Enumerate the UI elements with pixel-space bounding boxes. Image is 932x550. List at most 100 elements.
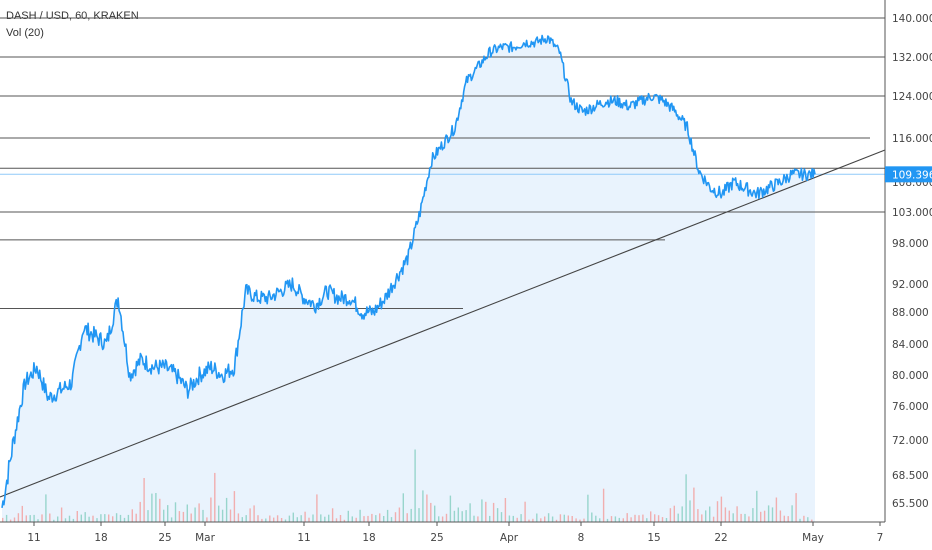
volume-bar <box>398 507 401 522</box>
volume-bar <box>68 515 71 522</box>
volume-bar <box>167 505 169 522</box>
volume-bar <box>280 518 283 522</box>
volume-bar <box>803 515 805 522</box>
volume-bar <box>276 515 279 522</box>
volume-bar <box>650 511 652 522</box>
volume-bar <box>547 513 550 522</box>
volume-bar <box>414 449 416 522</box>
volume-bar <box>198 503 200 522</box>
volume-bar <box>178 511 181 522</box>
volume-bar <box>418 508 420 522</box>
volume-bar <box>646 518 648 522</box>
volume-bar <box>563 514 565 522</box>
y-tick-label: 84.000 <box>892 339 929 351</box>
y-tick-label: 132.000 <box>892 52 932 64</box>
price-area <box>2 35 815 522</box>
volume-bar <box>665 518 668 522</box>
y-tick-label: 116.000 <box>892 133 932 145</box>
volume-bar <box>386 509 389 522</box>
volume-bar <box>783 515 785 522</box>
volume-bar <box>516 517 518 522</box>
volume-bar <box>155 493 157 522</box>
volume-bar <box>241 517 243 522</box>
chart-legend: DASH / USD, 60, KRAKEN Vol (20) <box>6 8 139 42</box>
volume-bar <box>512 515 514 522</box>
volume-bar <box>383 516 385 522</box>
volume-bar <box>135 513 137 522</box>
volume-bar <box>654 514 656 522</box>
volume-bar <box>174 502 177 522</box>
volume-bar <box>606 518 609 522</box>
volume-bar <box>84 512 86 522</box>
volume-bar <box>5 514 8 522</box>
x-tick-label: 7 <box>877 532 884 544</box>
volume-bar <box>681 506 683 522</box>
volume-bar <box>92 515 94 522</box>
volume-bar <box>602 488 605 522</box>
volume-bar <box>477 516 479 522</box>
volume-bar <box>540 518 542 522</box>
volume-bar <box>292 512 294 522</box>
volume-bar <box>343 519 346 522</box>
volume-bar <box>76 511 78 522</box>
volume-bar <box>469 503 471 522</box>
y-tick-label: 98.000 <box>892 238 929 250</box>
volume-bar <box>591 512 593 522</box>
volume-bar <box>630 517 632 522</box>
volume-bar <box>33 514 35 522</box>
volume-bar <box>331 508 334 522</box>
volume-bar <box>791 505 793 522</box>
volume-bar <box>567 515 569 522</box>
volume-bar <box>25 515 27 522</box>
x-tick-label: 18 <box>362 532 375 544</box>
y-tick-label: 140.000 <box>892 13 932 25</box>
y-tick-label: 72.000 <box>892 435 929 447</box>
volume-bar <box>716 501 719 522</box>
volume-bar <box>481 499 483 522</box>
volume-bar <box>131 509 133 522</box>
y-tick-label: 68.500 <box>892 470 929 482</box>
volume-bar <box>673 505 675 522</box>
volume-bar <box>371 513 373 522</box>
volume-bar <box>328 514 330 522</box>
volume-bar <box>363 516 365 522</box>
volume-bar <box>732 513 734 522</box>
volume-bar <box>304 511 306 522</box>
volume-bar <box>622 518 624 522</box>
trend-line <box>0 149 886 498</box>
volume-bar <box>771 507 774 522</box>
y-tick-label: 76.000 <box>892 401 929 413</box>
volume-bar <box>787 516 789 522</box>
volume-bar <box>139 501 141 522</box>
volume-bar <box>296 517 298 522</box>
volume-bar <box>29 515 31 522</box>
volume-bar <box>21 505 23 522</box>
volume-bar <box>249 508 251 522</box>
volume-bar <box>712 516 715 522</box>
volume-bar <box>49 513 51 522</box>
volume-bar <box>210 497 212 522</box>
volume-bar <box>288 515 291 522</box>
volume-bar <box>626 513 628 522</box>
volume-bar <box>661 517 664 522</box>
volume-bar <box>320 514 322 522</box>
x-tick-label: May <box>802 532 824 544</box>
volume-bar <box>308 517 310 522</box>
volume-bar <box>669 508 672 522</box>
volume-bar <box>728 510 730 522</box>
volume-bar <box>720 496 723 522</box>
volume-bar <box>312 514 314 522</box>
volume-bar <box>532 518 534 522</box>
volume-bar <box>265 518 267 522</box>
volume-bar <box>536 513 538 522</box>
volume-bar <box>453 510 456 522</box>
volume-bar <box>426 494 428 522</box>
volume-bar <box>159 498 161 522</box>
volume-bar <box>108 514 110 522</box>
volume-bar <box>17 513 20 522</box>
volume-bar <box>402 493 404 522</box>
volume-bar <box>445 513 448 522</box>
x-tick-label: 25 <box>430 532 443 544</box>
volume-bar <box>163 509 165 522</box>
